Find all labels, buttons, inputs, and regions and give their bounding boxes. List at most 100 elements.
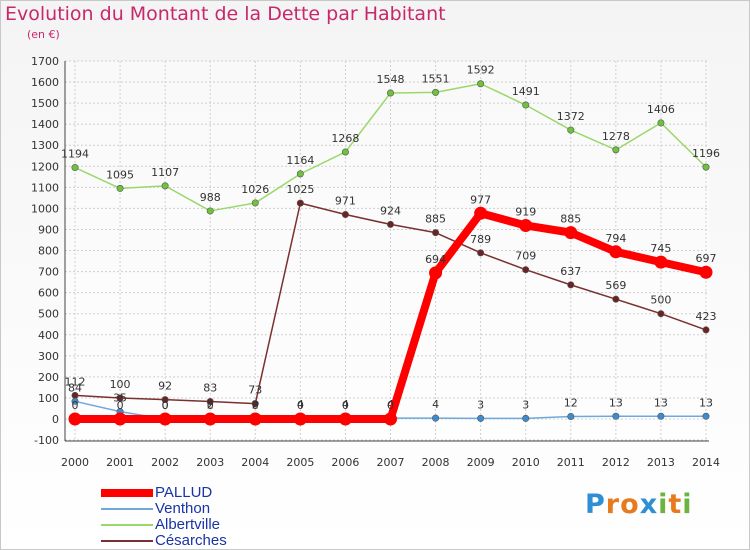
data-label-venthon: 13 <box>609 396 623 409</box>
y-tick-label: 300 <box>38 350 59 363</box>
data-point-albertville <box>432 88 440 96</box>
legend-swatch <box>101 508 153 510</box>
data-point-albertville <box>702 163 710 171</box>
data-label-pallud: 794 <box>605 232 626 245</box>
data-point-venthon <box>522 414 530 422</box>
data-label-c-sarches: 569 <box>605 279 626 292</box>
data-label-albertville: 1026 <box>241 183 269 196</box>
data-point-pallud <box>654 255 668 269</box>
logo-letter: x <box>639 489 659 520</box>
data-point-c-sarches <box>206 398 214 406</box>
data-label-c-sarches: 971 <box>335 195 356 208</box>
data-point-c-sarches <box>341 211 349 219</box>
chart-title: Evolution du Montant de la Dette par Hab… <box>5 3 446 25</box>
data-point-c-sarches <box>116 394 124 402</box>
legend-swatch <box>101 540 153 542</box>
data-label-pallud: 977 <box>470 193 491 206</box>
data-point-albertville <box>657 119 665 127</box>
data-label-venthon: 4 <box>387 398 394 411</box>
data-label-albertville: 1194 <box>61 148 89 161</box>
data-point-c-sarches <box>657 310 665 318</box>
legend-swatch <box>101 489 153 497</box>
data-label-albertville: 1372 <box>557 110 585 123</box>
data-label-c-sarches: 1025 <box>286 183 314 196</box>
chart-subtitle: (en €) <box>27 28 60 41</box>
data-point-venthon <box>612 412 620 420</box>
data-point-albertville <box>477 80 485 88</box>
x-tick-label: 2005 <box>286 456 314 469</box>
data-label-venthon: 4 <box>432 398 439 411</box>
x-tick-label: 2010 <box>512 456 540 469</box>
y-tick-label: 900 <box>38 223 59 236</box>
data-point-pallud <box>699 265 713 279</box>
data-point-pallud <box>474 206 488 220</box>
data-label-albertville: 1268 <box>331 132 359 145</box>
data-label-pallud: 0 <box>387 399 394 412</box>
y-tick-label: 400 <box>38 329 59 342</box>
x-tick-label: 2000 <box>61 456 89 469</box>
data-label-pallud: 0 <box>162 399 169 412</box>
logo-letter: i <box>658 489 669 520</box>
legend-label: Césarches <box>155 532 227 549</box>
data-label-pallud: 0 <box>342 399 349 412</box>
data-label-venthon: 0 <box>162 399 169 412</box>
data-point-pallud <box>68 412 82 426</box>
data-point-c-sarches <box>161 396 169 404</box>
data-point-albertville <box>567 126 575 134</box>
data-label-venthon: 3 <box>477 398 484 411</box>
y-tick-label: 200 <box>38 371 59 384</box>
data-label-c-sarches: 83 <box>203 382 217 395</box>
data-label-albertville: 1406 <box>647 103 675 116</box>
x-tick-label: 2011 <box>557 456 585 469</box>
data-label-venthon: 4 <box>297 398 304 411</box>
data-label-c-sarches: 885 <box>425 213 446 226</box>
data-point-c-sarches <box>296 199 304 207</box>
data-point-albertville <box>206 207 214 215</box>
legend-label: Albertville <box>155 516 221 533</box>
data-label-c-sarches: 500 <box>650 294 671 307</box>
data-point-pallud <box>293 412 307 426</box>
logo-letter: r <box>605 489 621 520</box>
data-label-venthon: 2 <box>207 399 214 412</box>
logo-letter: t <box>668 489 683 520</box>
logo-letter: P <box>585 489 606 520</box>
y-tick-label: 800 <box>38 245 59 258</box>
data-label-albertville: 1551 <box>422 72 450 85</box>
x-tick-label: 2014 <box>692 456 720 469</box>
data-point-c-sarches <box>386 220 394 228</box>
data-point-c-sarches <box>251 400 259 408</box>
y-tick-label: 0 <box>52 413 59 426</box>
data-label-c-sarches: 92 <box>158 380 172 393</box>
data-point-albertville <box>612 146 620 154</box>
data-label-venthon: 13 <box>699 396 713 409</box>
data-point-albertville <box>71 164 79 172</box>
data-label-venthon: 2 <box>252 399 259 412</box>
y-tick-label: 1400 <box>31 118 59 131</box>
data-label-pallud: 0 <box>207 399 214 412</box>
data-label-c-sarches: 423 <box>696 310 717 323</box>
data-point-albertville <box>341 148 349 156</box>
data-point-albertville <box>386 89 394 97</box>
y-tick-label: 1500 <box>31 97 59 110</box>
x-tick-label: 2001 <box>106 456 134 469</box>
data-label-c-sarches: 112 <box>65 375 86 388</box>
legend-label: Venthon <box>155 500 211 517</box>
legend-item: Albertville <box>101 517 227 533</box>
legend-item: Venthon <box>101 501 227 517</box>
data-label-albertville: 1095 <box>106 168 134 181</box>
y-tick-label: 500 <box>38 308 59 321</box>
data-point-pallud <box>158 412 172 426</box>
data-label-pallud: 0 <box>72 399 79 412</box>
data-point-venthon <box>71 397 79 405</box>
data-point-albertville <box>296 170 304 178</box>
x-tick-label: 2013 <box>647 456 675 469</box>
data-label-venthon: 12 <box>564 396 578 409</box>
x-tick-label: 2002 <box>151 456 179 469</box>
data-label-albertville: 1491 <box>512 85 540 98</box>
data-label-pallud: 0 <box>117 399 124 412</box>
data-point-albertville <box>116 184 124 192</box>
data-label-albertville: 1278 <box>602 130 630 143</box>
data-point-venthon <box>567 412 575 420</box>
data-label-albertville: 1592 <box>467 64 495 77</box>
x-tick-label: 2004 <box>241 456 269 469</box>
